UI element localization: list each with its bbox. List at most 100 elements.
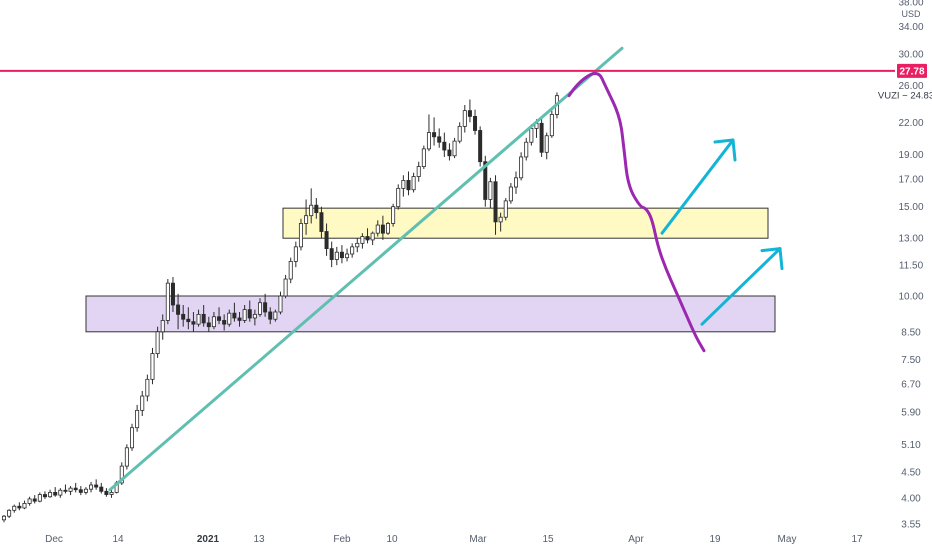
candle-body bbox=[396, 187, 401, 208]
trendline[interactable] bbox=[108, 46, 624, 492]
candle-body bbox=[288, 261, 293, 280]
candle-body bbox=[421, 148, 426, 167]
price-axis: 38.00 34.00 30.00 26.00 22.00 19.00 17.00 15.00… bbox=[878, 0, 932, 531]
candle-body bbox=[237, 317, 242, 321]
candle-body bbox=[247, 309, 252, 319]
zone-layer bbox=[85, 207, 776, 333]
candle-body bbox=[181, 313, 186, 320]
candle-body bbox=[109, 491, 114, 495]
candle-body bbox=[309, 204, 314, 217]
candle-body bbox=[314, 204, 319, 214]
price-tick-label: 5.10 bbox=[901, 440, 921, 451]
candle-body bbox=[48, 491, 53, 498]
candle-body bbox=[53, 491, 58, 496]
candle-body bbox=[135, 409, 140, 429]
candle-body bbox=[17, 505, 22, 509]
candle-body bbox=[385, 223, 390, 234]
candle-body bbox=[99, 486, 104, 492]
candle-body bbox=[145, 378, 150, 397]
candle-body bbox=[63, 489, 68, 492]
time-tick-label: 2021 bbox=[197, 534, 220, 545]
candle-body bbox=[375, 224, 380, 234]
candle-body bbox=[370, 232, 375, 241]
candle-body bbox=[160, 320, 165, 333]
candle-body bbox=[58, 489, 63, 496]
candle-body bbox=[201, 313, 206, 324]
candle-body bbox=[350, 246, 355, 255]
candle-body bbox=[206, 322, 211, 328]
candle-body bbox=[119, 465, 124, 484]
candle-body bbox=[165, 282, 170, 321]
candle-body bbox=[298, 223, 303, 248]
price-tick-label: 7.50 bbox=[901, 355, 921, 366]
candle-body bbox=[437, 136, 442, 143]
candle-body bbox=[89, 484, 94, 490]
candle-body bbox=[170, 282, 175, 306]
candle-layer bbox=[2, 92, 559, 523]
badge-value: 27.78 bbox=[899, 66, 924, 77]
lower-up-arrow[interactable] bbox=[700, 247, 782, 326]
price-tick-label: 6.70 bbox=[901, 380, 921, 391]
lower-up-arrow-head bbox=[760, 247, 784, 271]
price-tick-label: 19.00 bbox=[898, 150, 923, 161]
candle-body bbox=[278, 295, 283, 313]
candle-body bbox=[37, 494, 42, 502]
candle-body bbox=[319, 212, 324, 232]
candle-body bbox=[27, 498, 32, 504]
candle-body bbox=[222, 320, 227, 325]
upper-up-arrow[interactable] bbox=[660, 138, 735, 235]
time-tick-label: 13 bbox=[253, 534, 265, 545]
candle-body bbox=[462, 110, 467, 127]
candle-body bbox=[242, 309, 247, 321]
drawing-layer bbox=[0, 46, 895, 492]
candle-body bbox=[283, 278, 288, 297]
candle-body bbox=[432, 132, 437, 138]
resistance-price-badge: 27.78 bbox=[897, 63, 927, 78]
candle-body bbox=[473, 115, 478, 131]
candle-body bbox=[539, 122, 544, 153]
candle-body bbox=[467, 110, 472, 117]
candle-body bbox=[355, 242, 360, 248]
candle-body bbox=[549, 114, 554, 137]
time-tick-label: 14 bbox=[112, 534, 124, 545]
projection-path[interactable] bbox=[567, 72, 706, 353]
candle-body bbox=[514, 177, 519, 188]
time-tick-label: May bbox=[778, 534, 797, 545]
candle-body bbox=[329, 248, 334, 260]
candle-body bbox=[411, 176, 416, 191]
price-tick-label: 26.00 bbox=[898, 81, 923, 92]
lower-zone[interactable] bbox=[85, 295, 776, 333]
candle-body bbox=[406, 180, 411, 191]
time-tick-label: Feb bbox=[333, 534, 351, 545]
candle-body bbox=[176, 304, 181, 315]
candle-body bbox=[498, 216, 503, 223]
price-tick-label: 4.50 bbox=[901, 467, 921, 478]
upper-zone[interactable] bbox=[282, 207, 769, 239]
price-tick-label: 13.00 bbox=[898, 234, 923, 245]
candle-body bbox=[452, 140, 457, 157]
candle-body bbox=[155, 331, 160, 354]
candle-body bbox=[380, 224, 385, 234]
candle-body bbox=[524, 141, 529, 158]
candle-body bbox=[42, 494, 47, 498]
candle-body bbox=[273, 311, 278, 320]
time-tick-label: 15 bbox=[542, 534, 554, 545]
time-tick-label: Dec bbox=[45, 534, 63, 545]
price-tick-label: 17.00 bbox=[898, 175, 923, 186]
candle-body bbox=[519, 156, 524, 179]
price-tick-label: 4.00 bbox=[901, 493, 921, 504]
candle-body bbox=[2, 515, 7, 521]
candle-body bbox=[94, 484, 99, 488]
candle-body bbox=[196, 313, 201, 325]
price-tick-label: 22.00 bbox=[898, 118, 923, 129]
candle-body bbox=[32, 498, 37, 502]
candle-body bbox=[12, 505, 17, 511]
candle-body bbox=[483, 161, 488, 200]
price-tick-label: 5.90 bbox=[901, 408, 921, 419]
upper-up-arrow-head bbox=[713, 138, 737, 162]
price-tick-label: 34.00 bbox=[898, 22, 923, 33]
candle-body bbox=[442, 141, 447, 151]
candle-body bbox=[324, 231, 329, 250]
candle-body bbox=[416, 166, 421, 177]
